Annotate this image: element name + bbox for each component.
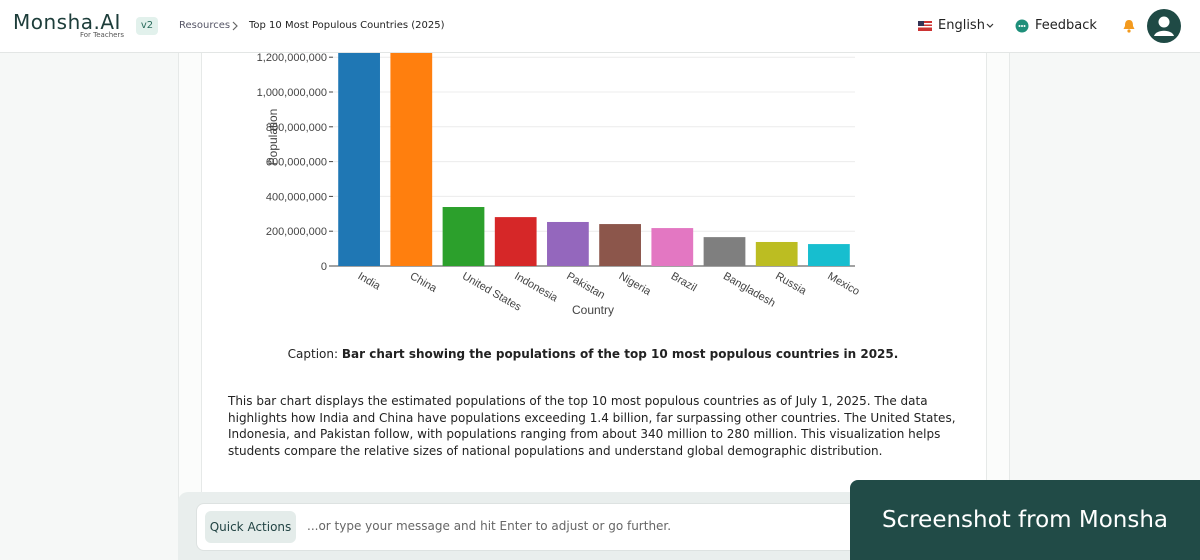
y-tick-label: 200,000,000 — [266, 226, 327, 238]
y-tick-label: 1,000,000,000 — [257, 87, 327, 99]
screenshot-badge: Screenshot from Monsha — [850, 480, 1200, 560]
dropdown-caret — [986, 23, 994, 28]
bar — [703, 237, 746, 266]
x-tick-label: Mexico — [825, 270, 861, 298]
feedback-icon — [1015, 19, 1029, 33]
x-tick-label: Pakistan — [564, 270, 607, 301]
y-tick-label: 800,000,000 — [266, 122, 327, 134]
x-tick-label: Brazil — [669, 270, 699, 294]
x-tick-label: Russia — [773, 270, 809, 298]
bar — [390, 19, 433, 267]
chart: 1,200,000,000 1,000,000,000 800,000,000 600… — [257, 11, 862, 317]
description: This bar chart displays the estimated po… — [228, 394, 956, 458]
x-tick-label: Nigeria — [617, 270, 654, 298]
y-tick-label: 1,200,000,000 — [257, 52, 327, 64]
x-tick-label: Indonesia — [512, 270, 560, 305]
caption-label: Caption: — [287, 347, 339, 361]
y-tick-label: 0 — [321, 261, 327, 273]
x-tick-label: Bangladesh — [721, 270, 777, 309]
chevron — [232, 21, 238, 31]
header: Monsha.AI For Teachers v2 Resources Top … — [0, 0, 1200, 53]
y-tick-label: 400,000,000 — [266, 191, 327, 203]
notification-bell[interactable] — [1122, 18, 1136, 34]
bar — [651, 228, 694, 266]
input-placeholder: ...or type your message and hit Enter to… — [307, 519, 672, 533]
avatar[interactable] — [1147, 9, 1181, 43]
quick-actions-button[interactable]: Quick Actions — [205, 511, 296, 543]
content-card — [201, 0, 987, 500]
bar — [442, 207, 485, 266]
version-badge: v2 — [136, 17, 158, 35]
bar — [494, 217, 537, 266]
bar — [547, 221, 589, 266]
breadcrumb-link[interactable]: Resources — [179, 20, 231, 31]
bar — [338, 11, 380, 266]
y-tick-label: 600,000,000 — [266, 157, 327, 169]
bar — [755, 241, 798, 266]
x-tick-label: India — [356, 270, 383, 293]
bar — [599, 224, 641, 266]
logo-subtitle: For Teachers — [80, 31, 124, 39]
breadcrumb-current: Top 10 Most Populous Countries (2025) — [249, 20, 445, 31]
caption: Caption: Bar chart showing the populatio… — [201, 347, 985, 361]
language-select[interactable]: English — [938, 18, 985, 33]
bar — [808, 244, 850, 266]
flag-icon — [918, 21, 932, 31]
x-tick-label: China — [408, 270, 440, 295]
y-axis-title: Population — [266, 109, 280, 166]
x-axis-title: Country — [572, 303, 614, 317]
caption-text: Bar chart showing the populations of the… — [341, 347, 899, 361]
logo[interactable]: Monsha.AI — [13, 10, 121, 34]
feedback-button[interactable]: Feedback — [1035, 18, 1097, 33]
